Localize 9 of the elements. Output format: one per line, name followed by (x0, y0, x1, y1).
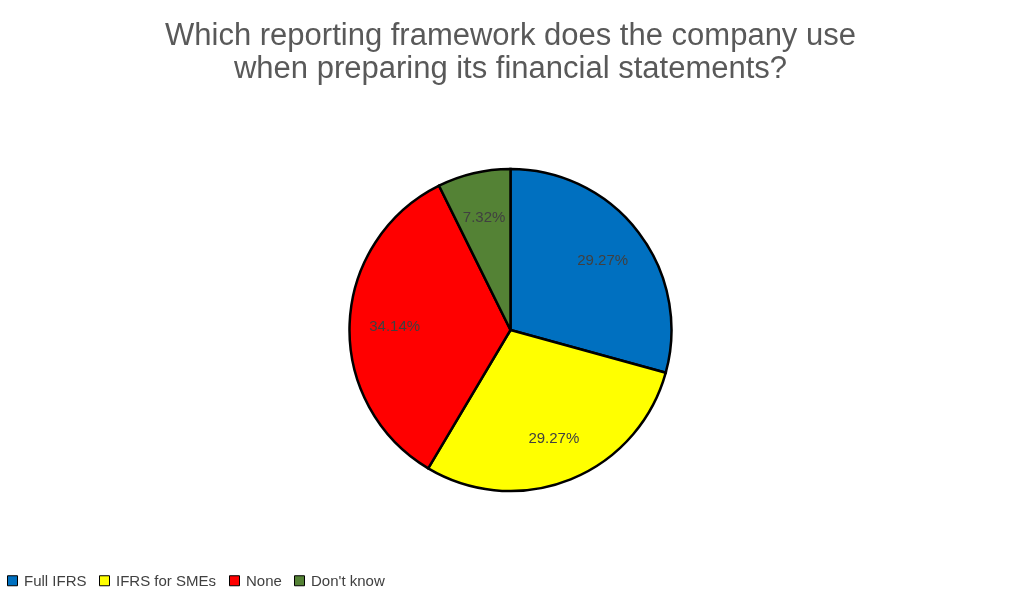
legend-label: IFRS for SMEs (116, 571, 217, 589)
chart-title: Which reporting framework does the company use when preparing its financial statements? (165, 17, 856, 85)
data-label: 7.32% (462, 208, 506, 226)
data-label: 34.14% (369, 316, 421, 334)
legend-label: Full IFRS (24, 571, 87, 589)
data-label: 29.27% (577, 250, 629, 268)
legend-label: Don't know (311, 571, 385, 589)
data-label: 29.27% (528, 428, 580, 446)
legend-label: None (246, 571, 282, 589)
